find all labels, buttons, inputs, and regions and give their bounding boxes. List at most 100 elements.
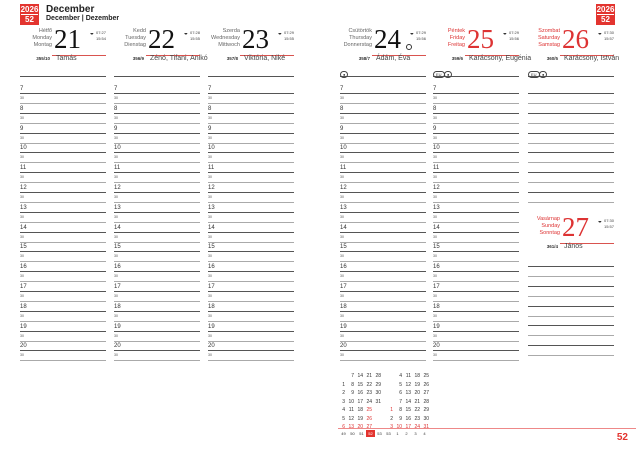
saturday-line[interactable] bbox=[528, 152, 614, 154]
half-hour-line[interactable] bbox=[20, 300, 106, 302]
hour-line[interactable] bbox=[20, 231, 106, 233]
hour-line[interactable] bbox=[433, 132, 519, 134]
half-hour-line[interactable] bbox=[340, 320, 426, 322]
half-hour-line[interactable] bbox=[433, 241, 519, 243]
half-hour-line[interactable] bbox=[20, 320, 106, 322]
half-hour-line[interactable] bbox=[114, 261, 200, 263]
half-hour-line[interactable] bbox=[433, 122, 519, 124]
half-hour-line[interactable] bbox=[20, 360, 106, 362]
half-hour-line[interactable] bbox=[340, 360, 426, 362]
half-hour-line[interactable] bbox=[114, 182, 200, 184]
half-hour-line[interactable] bbox=[208, 261, 294, 263]
half-hour-line[interactable] bbox=[433, 340, 519, 342]
hour-line[interactable] bbox=[114, 251, 200, 253]
hour-line[interactable] bbox=[114, 132, 200, 134]
hour-line[interactable] bbox=[340, 350, 426, 352]
half-hour-line[interactable] bbox=[433, 162, 519, 164]
half-hour-line[interactable] bbox=[433, 182, 519, 184]
sunday-line[interactable] bbox=[528, 266, 614, 267]
hour-line[interactable] bbox=[340, 310, 426, 312]
half-hour-line[interactable] bbox=[208, 221, 294, 223]
hour-line[interactable] bbox=[340, 271, 426, 273]
half-hour-line[interactable] bbox=[208, 102, 294, 104]
hour-line[interactable] bbox=[208, 93, 294, 94]
hour-line[interactable] bbox=[208, 271, 294, 273]
half-hour-line[interactable] bbox=[340, 300, 426, 302]
hour-line[interactable] bbox=[208, 112, 294, 114]
hour-line[interactable] bbox=[433, 211, 519, 213]
half-hour-line[interactable] bbox=[433, 102, 519, 104]
hour-line[interactable] bbox=[340, 211, 426, 213]
saturday-line[interactable] bbox=[528, 201, 614, 203]
half-hour-line[interactable] bbox=[114, 360, 200, 362]
half-hour-line[interactable] bbox=[114, 241, 200, 243]
hour-line[interactable] bbox=[114, 93, 200, 94]
half-hour-line[interactable] bbox=[20, 142, 106, 144]
half-hour-line[interactable] bbox=[433, 360, 519, 362]
hour-line[interactable] bbox=[114, 192, 200, 193]
saturday-line[interactable] bbox=[528, 102, 614, 104]
half-hour-line[interactable] bbox=[208, 142, 294, 144]
hour-line[interactable] bbox=[20, 172, 106, 174]
half-hour-line[interactable] bbox=[114, 142, 200, 144]
hour-line[interactable] bbox=[208, 132, 294, 134]
hour-line[interactable] bbox=[208, 172, 294, 174]
half-hour-line[interactable] bbox=[114, 281, 200, 283]
hour-line[interactable] bbox=[20, 132, 106, 134]
saturday-line[interactable] bbox=[528, 162, 614, 164]
sunday-line[interactable] bbox=[528, 345, 614, 347]
half-hour-line[interactable] bbox=[208, 182, 294, 184]
hour-line[interactable] bbox=[20, 152, 106, 154]
half-hour-line[interactable] bbox=[433, 142, 519, 144]
hour-line[interactable] bbox=[20, 350, 106, 352]
hour-line[interactable] bbox=[433, 291, 519, 292]
saturday-line[interactable] bbox=[528, 192, 614, 193]
sunday-line[interactable] bbox=[528, 275, 614, 277]
half-hour-line[interactable] bbox=[433, 281, 519, 283]
hour-line[interactable] bbox=[433, 251, 519, 253]
saturday-line[interactable] bbox=[528, 112, 614, 114]
half-hour-line[interactable] bbox=[433, 320, 519, 322]
hour-line[interactable] bbox=[340, 330, 426, 332]
half-hour-line[interactable] bbox=[20, 261, 106, 263]
hour-line[interactable] bbox=[20, 330, 106, 332]
hour-line[interactable] bbox=[208, 310, 294, 312]
half-hour-line[interactable] bbox=[114, 102, 200, 104]
half-hour-line[interactable] bbox=[114, 201, 200, 203]
hour-line[interactable] bbox=[20, 112, 106, 114]
hour-line[interactable] bbox=[20, 93, 106, 94]
hour-line[interactable] bbox=[20, 211, 106, 213]
hour-line[interactable] bbox=[340, 152, 426, 154]
half-hour-line[interactable] bbox=[20, 182, 106, 184]
half-hour-line[interactable] bbox=[340, 102, 426, 104]
hour-line[interactable] bbox=[208, 192, 294, 193]
saturday-line[interactable] bbox=[528, 122, 614, 124]
saturday-line[interactable] bbox=[528, 182, 614, 184]
hour-line[interactable] bbox=[340, 132, 426, 134]
hour-line[interactable] bbox=[340, 192, 426, 193]
sunday-line[interactable] bbox=[528, 325, 614, 327]
hour-line[interactable] bbox=[20, 271, 106, 273]
half-hour-line[interactable] bbox=[20, 340, 106, 342]
half-hour-line[interactable] bbox=[208, 340, 294, 342]
half-hour-line[interactable] bbox=[20, 122, 106, 124]
half-hour-line[interactable] bbox=[340, 122, 426, 124]
hour-line[interactable] bbox=[433, 350, 519, 352]
half-hour-line[interactable] bbox=[20, 162, 106, 164]
half-hour-line[interactable] bbox=[340, 201, 426, 203]
saturday-line[interactable] bbox=[528, 172, 614, 174]
hour-line[interactable] bbox=[208, 152, 294, 154]
half-hour-line[interactable] bbox=[433, 201, 519, 203]
hour-line[interactable] bbox=[114, 330, 200, 332]
hour-line[interactable] bbox=[114, 310, 200, 312]
half-hour-line[interactable] bbox=[20, 201, 106, 203]
half-hour-line[interactable] bbox=[340, 142, 426, 144]
half-hour-line[interactable] bbox=[340, 261, 426, 263]
hour-line[interactable] bbox=[433, 271, 519, 273]
half-hour-line[interactable] bbox=[20, 281, 106, 283]
half-hour-line[interactable] bbox=[433, 261, 519, 263]
hour-line[interactable] bbox=[208, 330, 294, 332]
half-hour-line[interactable] bbox=[114, 340, 200, 342]
half-hour-line[interactable] bbox=[340, 182, 426, 184]
half-hour-line[interactable] bbox=[208, 241, 294, 243]
